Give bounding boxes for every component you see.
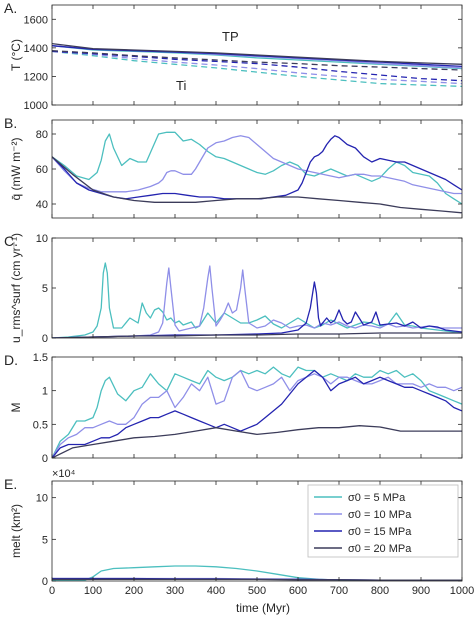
x-tick-label: 0 — [49, 585, 55, 597]
y-tick-label: 60 — [36, 164, 48, 176]
y-tick-label: 1000 — [24, 100, 48, 112]
series-line-2 — [52, 135, 462, 195]
series-line-3 — [52, 135, 462, 200]
x-tick-label: 200 — [125, 585, 143, 597]
y-axis-label: q̄ (mW m⁻²) — [9, 138, 23, 201]
series-line-1 — [52, 262, 462, 338]
y-axis-label: T (°C) — [9, 39, 23, 71]
panel-label: A. — [4, 0, 17, 16]
series-line-ti-6 — [52, 50, 462, 85]
panel-3: 0 5 10 C.u_rms^surf (cm yr⁻¹) — [4, 233, 463, 345]
series-line-4 — [52, 42, 462, 65]
series-line-3 — [52, 369, 462, 458]
y-tick-label: 1600 — [24, 14, 48, 26]
panel-label: E. — [4, 476, 17, 492]
y-tick-label: 1.5 — [33, 352, 48, 364]
y-tick-label: 80 — [36, 129, 48, 141]
series-line-4 — [52, 425, 462, 458]
series-line-3 — [52, 45, 462, 68]
panel-1: 1000 1200 1400 1600 A. T (°C) TP Ti — [4, 0, 463, 112]
y-tick-label: 1400 — [24, 43, 48, 55]
x-tick-label: 700 — [330, 585, 348, 597]
legend-entry: σ0 = 20 MPa — [348, 543, 412, 555]
series-line-1 — [52, 45, 462, 70]
y-tick-label: 0 — [42, 576, 48, 588]
panel-label: B. — [4, 115, 17, 131]
y-tick-label: 5 — [42, 534, 48, 546]
x-tick-label: 900 — [412, 585, 430, 597]
y-axis-label: M — [9, 403, 23, 413]
x-tick-label: 600 — [289, 585, 307, 597]
y-tick-label: 1200 — [24, 71, 48, 83]
y-tick-label: 5 — [42, 283, 48, 295]
panel-2: 40 60 80 B. q̄ (mW m⁻²) — [4, 115, 463, 219]
y-axis-label: u_rms^surf (cm yr⁻¹) — [9, 233, 23, 343]
legend-entry: σ0 = 10 MPa — [348, 509, 412, 521]
x-axis-label: time (Myr) — [236, 601, 290, 615]
y-tick-label: 10 — [36, 233, 48, 245]
series-line-1 — [52, 366, 462, 458]
y-axis-label: melt (km²) — [9, 504, 23, 558]
series-line-2 — [52, 265, 462, 338]
y-multiplier: ×10⁴ — [52, 468, 76, 480]
series-line-ti-7 — [52, 50, 462, 82]
y-tick-label: 0 — [42, 453, 48, 465]
series-line-1 — [52, 131, 462, 205]
y-tick-label: 10 — [36, 493, 48, 505]
y-tick-label: 0 — [42, 333, 48, 345]
legend-entry: σ0 = 15 MPa — [348, 526, 412, 538]
y-tick-label: 0.5 — [33, 419, 48, 431]
panel-4: 0 0.5 1 1.5 D. M — [4, 352, 463, 465]
y-tick-label: 40 — [36, 199, 48, 211]
x-tick-label: 1000 — [450, 585, 474, 597]
legend-entry: σ0 = 5 MPa — [348, 492, 406, 504]
annotation-tp: TP — [222, 29, 239, 44]
x-tick-label: 100 — [84, 585, 102, 597]
series-line-2 — [52, 369, 462, 458]
panel-label: C. — [4, 233, 18, 249]
y-tick-label: 1 — [42, 386, 48, 398]
series-line-4 — [52, 156, 462, 214]
x-tick-label: 300 — [166, 585, 184, 597]
series-line-ti-8 — [52, 50, 462, 71]
x-tick-label: 500 — [248, 585, 266, 597]
legend: σ0 = 5 MPa σ0 = 10 MPa σ0 = 15 MPa σ0 = 20 … — [307, 484, 459, 558]
series-line-3 — [52, 281, 462, 338]
series-line-ti-5 — [52, 50, 462, 88]
annotation-ti: Ti — [176, 78, 186, 93]
panel-label: D. — [4, 352, 18, 368]
x-tick-label: 400 — [207, 585, 225, 597]
x-tick-label: 800 — [371, 585, 389, 597]
